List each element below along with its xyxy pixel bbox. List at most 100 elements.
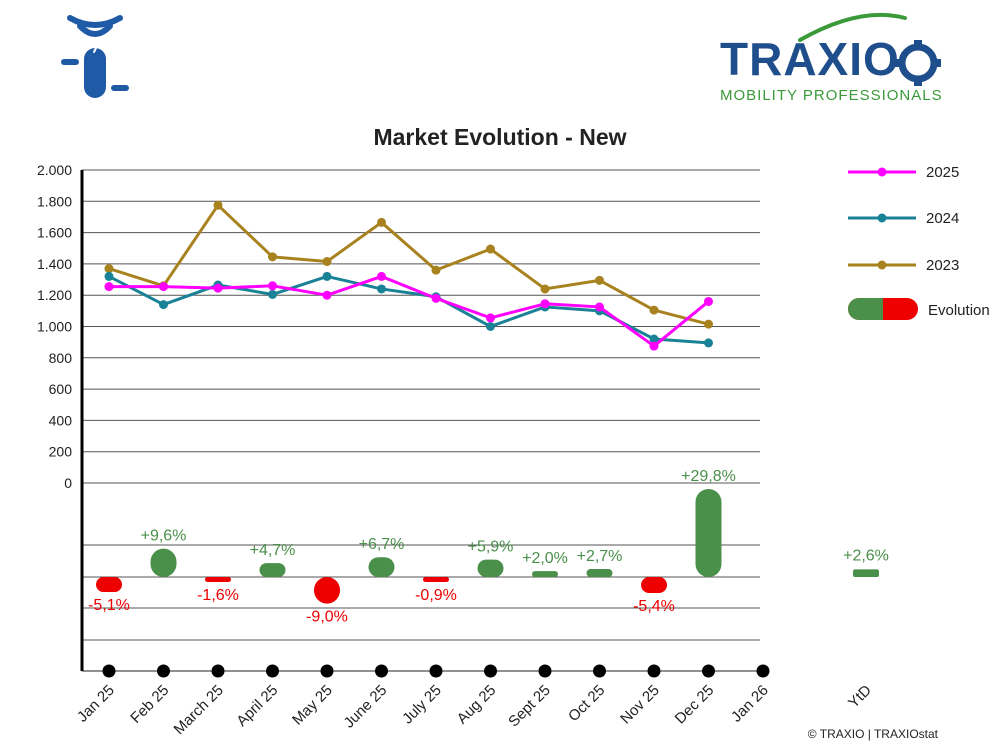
x-axis-marker: [484, 664, 497, 678]
evolution-bar: [314, 577, 340, 604]
legend-label: 2025: [926, 164, 959, 181]
data-point-2024: [322, 271, 332, 281]
evolution-label: -5,4%: [633, 598, 675, 615]
x-tick-label: Dec 25: [672, 682, 718, 728]
legend-label: Evolution: [928, 302, 990, 319]
data-point-2025: [649, 341, 659, 351]
evolution-label: +5,9%: [468, 539, 514, 556]
evolution-label: -5,1%: [88, 597, 130, 614]
x-tick-label: Feb 25: [127, 682, 172, 727]
ytd-bar: [853, 569, 879, 577]
traxio-logo-mark: [798, 12, 941, 86]
brand-tagline: MOBILITY PROFESSIONALS: [720, 87, 943, 104]
data-point-2025: [159, 282, 168, 292]
x-axis-marker: [756, 664, 770, 678]
evolution-bar: [586, 569, 613, 577]
data-point-2024: [649, 334, 659, 344]
brand-name: TRAXIO: [720, 33, 900, 85]
x-tick-label: Nov 25: [617, 682, 663, 728]
evolution-bar: [695, 489, 722, 577]
data-point-2023: [486, 244, 495, 254]
evolution-bar: [423, 577, 449, 582]
legend-marker-2025: [877, 167, 887, 177]
series-line-2023: [108, 203, 709, 326]
data-point-2025: [377, 271, 386, 281]
x-tick-label: Jan 26: [728, 682, 772, 726]
x-tick-label: May 25: [289, 682, 336, 729]
y-tick-label: 600: [49, 381, 73, 397]
data-point-2025: [595, 302, 604, 312]
x-axis-marker: [647, 664, 661, 678]
x-axis-marker: [320, 664, 334, 678]
x-axis-marker: [102, 664, 116, 678]
x-tick-label: July 25: [399, 682, 445, 728]
legend-label: 2024: [926, 210, 959, 227]
data-point-2023: [431, 265, 441, 275]
y-tick-label: 1.400: [37, 256, 72, 272]
x-axis-marker: [375, 664, 388, 678]
data-point-2023: [377, 217, 386, 227]
data-point-2025: [104, 282, 114, 292]
y-tick-label: 2.000: [37, 162, 72, 178]
data-point-2025: [322, 290, 332, 300]
data-point-2023: [704, 319, 713, 329]
data-point-2023: [104, 264, 114, 274]
y-tick-label: 400: [49, 412, 73, 428]
data-point-2024: [104, 271, 114, 281]
x-tick-label: Sept 25: [505, 682, 554, 731]
legend-evolution-positive: [848, 298, 883, 320]
y-tick-label: 1.800: [37, 193, 72, 209]
evolution-label: +4,7%: [250, 542, 296, 559]
x-axis-marker: [593, 664, 606, 678]
evolution-bar: [477, 559, 504, 577]
evolution-bar: [532, 571, 558, 577]
data-point-2023: [213, 200, 223, 210]
evolution-label: -0,9%: [415, 587, 457, 604]
traxio-logo: TRAXIO MOBILITY PROFESSIONALS: [716, 10, 946, 106]
x-axis-marker: [266, 664, 279, 678]
x-axis-marker: [429, 664, 443, 678]
evolution-bar: [150, 548, 177, 577]
data-point-2024: [704, 338, 713, 348]
data-point-2023: [540, 284, 550, 294]
x-axis-marker: [157, 664, 170, 678]
evolution-bar: [368, 557, 395, 577]
x-tick-label: March 25: [171, 682, 227, 738]
data-point-2024: [486, 322, 495, 331]
evolution-label: -9,0%: [306, 609, 348, 626]
copyright-text: © TRAXIO | TRAXIOstat: [807, 727, 938, 741]
motorcycle-icon: [61, 15, 129, 98]
evolution-label: +6,7%: [359, 536, 405, 553]
legend-marker-2023: [877, 260, 887, 270]
data-point-2024: [377, 284, 386, 294]
legend-label: 2023: [926, 257, 959, 274]
data-point-2025: [704, 296, 713, 306]
data-point-2023: [268, 252, 277, 262]
y-tick-label: 800: [49, 350, 73, 366]
x-axis-marker: [211, 664, 225, 678]
evolution-bar: [205, 577, 231, 582]
data-point-2024: [268, 289, 277, 299]
x-tick-label: Aug 25: [454, 682, 500, 728]
series-line-2025: [109, 274, 710, 348]
x-tick-label: June 25: [341, 682, 391, 732]
evolution-bar: [96, 577, 122, 593]
y-tick-label: 1.000: [37, 319, 72, 335]
data-point-2023: [322, 257, 332, 267]
y-tick-label: 0: [64, 475, 72, 491]
data-point-2025: [213, 283, 223, 293]
data-point-2025: [540, 299, 550, 309]
x-tick-label: Oct 25: [565, 682, 608, 725]
evolution-label: +29,8%: [681, 468, 736, 485]
data-point-2025: [486, 313, 495, 323]
x-tick-label: April 25: [233, 682, 281, 730]
evolution-label: +2,0%: [522, 550, 568, 567]
x-axis-marker: [702, 664, 715, 678]
ytd-value-label: +2,6%: [843, 547, 889, 564]
data-point-2023: [649, 305, 659, 315]
legend-marker-2024: [877, 213, 887, 223]
y-tick-label: 1.200: [37, 287, 72, 303]
x-tick-label: Jan 25: [74, 682, 118, 726]
